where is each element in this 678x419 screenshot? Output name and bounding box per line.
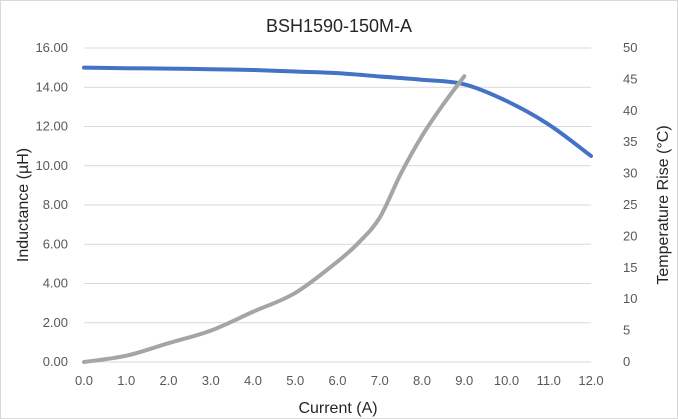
x-tick-label: 8.0: [413, 373, 431, 388]
y-tick-label: 4.00: [43, 276, 68, 291]
x-axis-ticks: 0.0 1.0 2.0 3.0 4.0 5.0 6.0 7.0 8.0 9.0 10.0 11.0 12…: [75, 373, 604, 388]
y-tick-label: 14.00: [35, 79, 68, 94]
y-tick-label: 12.00: [35, 119, 68, 134]
x-tick-label: 4.0: [244, 373, 262, 388]
left-axis-ticks: 0.00 2.00 4.00 6.00 8.00 10.00 12.00 14.00 16.00: [35, 40, 68, 369]
y2-tick-label: 50: [623, 40, 637, 55]
y-axis-title: Inductance (µH): [15, 148, 32, 262]
y2-tick-label: 5: [623, 323, 630, 338]
y2-tick-label: 10: [623, 291, 637, 306]
x-tick-label: 6.0: [328, 373, 346, 388]
gridlines: [84, 47, 591, 363]
x-tick-label: 11.0: [537, 373, 561, 388]
x-tick-label: 2.0: [159, 373, 177, 388]
temperature-series-line: [82, 74, 467, 364]
x-tick-label: 7.0: [371, 373, 389, 388]
y2-tick-label: 40: [623, 103, 637, 118]
y2-tick-label: 25: [623, 197, 637, 212]
y-tick-label: 16.00: [35, 40, 68, 55]
x-tick-label: 12.0: [578, 373, 603, 388]
chart-title: BSH1590-150M-A: [266, 16, 412, 36]
inductance-series-line: [82, 65, 593, 158]
y2-axis-title: Temperature Rise (°C): [655, 125, 672, 284]
x-tick-label: 5.0: [286, 373, 304, 388]
x-tick-label: 0.0: [75, 373, 93, 388]
y-tick-label: 8.00: [43, 197, 68, 212]
y2-tick-label: 20: [623, 228, 637, 243]
y-tick-label: 0.00: [43, 354, 68, 369]
y-tick-label: 2.00: [43, 315, 68, 330]
y2-tick-label: 0: [623, 354, 630, 369]
y2-tick-label: 15: [623, 260, 637, 275]
y-tick-label: 6.00: [43, 236, 68, 251]
series-lines: [82, 65, 593, 364]
x-tick-label: 10.0: [494, 373, 519, 388]
y-tick-label: 10.00: [35, 158, 68, 173]
x-tick-label: 9.0: [455, 373, 473, 388]
y2-tick-label: 45: [623, 71, 637, 86]
y2-tick-label: 35: [623, 134, 637, 149]
y2-tick-label: 30: [623, 166, 637, 181]
x-tick-label: 3.0: [202, 373, 220, 388]
x-axis-title: Current (A): [298, 400, 377, 417]
x-tick-label: 1.0: [117, 373, 135, 388]
right-axis-ticks: 0 5 10 15 20 25 30 35 40 45 50: [623, 40, 637, 369]
